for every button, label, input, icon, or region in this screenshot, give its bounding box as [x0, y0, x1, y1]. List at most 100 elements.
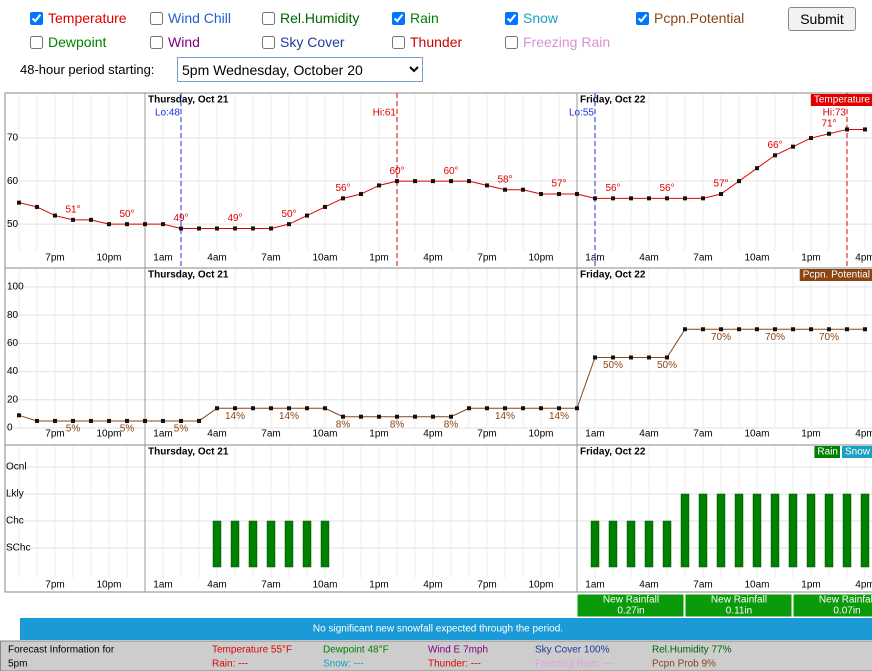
data-point [35, 418, 39, 423]
checkbox-option[interactable]: Dewpoint [30, 34, 106, 50]
bar [680, 493, 690, 568]
value-label: 70% [819, 332, 839, 343]
x-tick-label: 4pm [855, 253, 872, 264]
day-label: Thursday, Oct 21 [148, 447, 229, 458]
data-point [629, 196, 633, 201]
bar [212, 520, 222, 568]
checkbox-option[interactable]: Snow [505, 10, 558, 26]
data-point [449, 179, 453, 184]
checkbox[interactable] [392, 11, 405, 25]
rainfall-amount: 0.11in [726, 606, 753, 617]
day-label: Friday, Oct 22 [580, 95, 646, 106]
data-point [557, 406, 561, 411]
x-tick-label: 10pm [96, 253, 121, 264]
checkbox-option[interactable]: Freezing Rain [505, 34, 610, 50]
checkbox-label: Dewpoint [48, 34, 107, 50]
value-label: 50° [119, 209, 134, 220]
data-point [521, 187, 525, 192]
x-tick-label: 10pm [96, 580, 121, 591]
data-point [233, 226, 237, 231]
checkbox-option[interactable]: Sky Cover [262, 34, 345, 50]
checkbox[interactable] [505, 35, 518, 49]
legend-badge [814, 446, 840, 458]
data-point [35, 204, 39, 209]
checkbox-label: Wind [168, 34, 200, 50]
legend-label: Temperature [814, 95, 871, 106]
x-tick-label: 10am [312, 429, 337, 440]
checkbox-option[interactable]: Rel.Humidity [262, 10, 359, 26]
data-point [161, 222, 165, 227]
value-label: 5% [120, 424, 135, 435]
checkbox-option[interactable]: Wind [150, 34, 200, 50]
checkbox-option[interactable]: Temperature [30, 10, 127, 26]
x-tick-label: 4am [207, 580, 226, 591]
data-point [17, 200, 21, 205]
checkbox-option[interactable]: Pcpn.Potential [636, 10, 744, 26]
footer-item: Sky Cover 100% [535, 645, 610, 656]
checkbox-option[interactable]: Thunder [392, 34, 462, 50]
data-point [17, 413, 21, 418]
data-point [395, 414, 399, 419]
x-tick-label: 7pm [45, 253, 64, 264]
x-tick-label: 4pm [423, 429, 442, 440]
data-point [575, 406, 579, 411]
y-tick-label: 80 [7, 310, 19, 321]
data-point [863, 127, 867, 132]
data-point [593, 355, 597, 360]
checkbox[interactable] [150, 11, 163, 25]
data-point [287, 406, 291, 411]
data-point [161, 418, 165, 423]
x-tick-label: 1pm [801, 253, 820, 264]
x-tick-label: 1pm [369, 580, 388, 591]
x-tick-label: 4pm [423, 253, 442, 264]
checkbox[interactable] [636, 11, 649, 25]
data-point [179, 418, 183, 423]
x-tick-label: 1pm [369, 429, 388, 440]
data-point [737, 179, 741, 184]
data-point [413, 414, 417, 419]
value-label: 50% [603, 360, 623, 371]
submit-button[interactable]: Submit [788, 7, 856, 31]
x-tick-label: 4pm [855, 580, 872, 591]
checkbox[interactable] [262, 35, 275, 49]
data-point [125, 418, 129, 423]
data-point [665, 355, 669, 360]
bar [698, 493, 708, 568]
checkbox[interactable] [392, 35, 405, 49]
extreme-label: Lo:48 [155, 108, 180, 119]
checkbox-option[interactable]: Rain [392, 10, 439, 26]
checkbox[interactable] [30, 11, 43, 25]
bar [248, 520, 258, 568]
x-tick-label: 10pm [528, 253, 553, 264]
y-tick-label: 70 [7, 133, 19, 144]
x-tick-label: 10pm [528, 580, 553, 591]
value-label: 56° [605, 183, 620, 194]
checkbox-label: Pcpn.Potential [654, 10, 745, 26]
rainfall-box [792, 593, 872, 618]
data-point [827, 327, 831, 332]
x-tick-label: 1am [153, 580, 172, 591]
bar [842, 493, 852, 568]
data-point [647, 355, 651, 360]
data-point [485, 406, 489, 411]
checkbox-option[interactable]: Wind Chill [150, 10, 231, 26]
data-point [233, 406, 237, 411]
checkbox[interactable] [505, 11, 518, 25]
x-tick-label: 1am [153, 253, 172, 264]
value-label: 57° [551, 179, 566, 190]
data-point [323, 204, 327, 209]
checkbox[interactable] [262, 11, 275, 25]
period-select[interactable]: 5pm Wednesday, October 20 [177, 57, 423, 82]
value-label: 58° [497, 174, 512, 185]
data-point [503, 406, 507, 411]
data-point [341, 414, 345, 419]
value-label: 5% [174, 424, 189, 435]
checkbox-label: Rel.Humidity [280, 10, 360, 26]
data-point [683, 196, 687, 201]
checkbox[interactable] [150, 35, 163, 49]
y-level-label: Lkly [6, 489, 24, 500]
value-label: 49° [173, 213, 188, 224]
x-tick-label: 7am [261, 429, 280, 440]
x-tick-label: 1pm [801, 580, 820, 591]
checkbox[interactable] [30, 35, 43, 49]
